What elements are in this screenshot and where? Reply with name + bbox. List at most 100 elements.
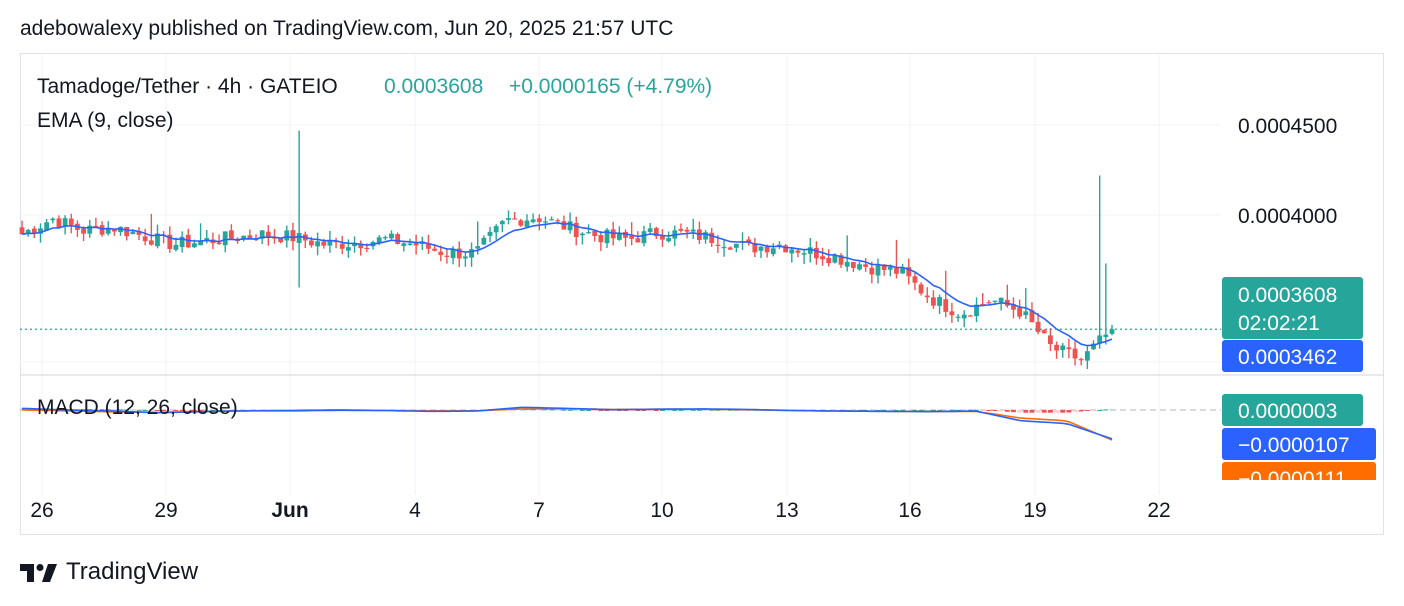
- candle-body: [1103, 334, 1109, 337]
- histogram-bar: [1041, 410, 1047, 413]
- candle-body: [87, 225, 93, 234]
- candle-body: [389, 233, 394, 239]
- candle-body: [536, 218, 542, 222]
- histogram-bar: [678, 409, 684, 411]
- histogram-bar: [949, 409, 955, 411]
- candle-body: [912, 276, 918, 283]
- candle-body: [826, 257, 832, 264]
- histogram-bar: [167, 410, 173, 411]
- candle-body: [475, 246, 481, 249]
- candle-body: [807, 247, 813, 254]
- candle-body: [955, 316, 961, 318]
- histogram-bar: [111, 409, 117, 411]
- candle-body: [111, 229, 117, 232]
- candle-body: [579, 233, 585, 236]
- candle-body: [1066, 347, 1072, 350]
- histogram-bar: [179, 410, 185, 411]
- candle-body: [469, 249, 474, 258]
- countdown-label: 02:02:21: [1238, 312, 1320, 335]
- candle-body: [56, 218, 62, 228]
- histogram-bar: [660, 409, 665, 411]
- symbol-title: Tamadoge/Tether · 4h · GATEIO: [37, 75, 338, 98]
- candle-body: [543, 221, 548, 223]
- histogram-bar: [185, 410, 191, 411]
- histogram-bar: [986, 410, 992, 411]
- histogram-bar: [906, 410, 912, 411]
- candle-body: [179, 236, 185, 248]
- histogram-bar: [1084, 410, 1090, 411]
- candle-body: [900, 267, 906, 274]
- candle-body: [844, 261, 850, 267]
- candle-body: [863, 264, 869, 267]
- candle-body: [493, 226, 499, 233]
- candle-body: [407, 243, 413, 245]
- histogram-bar: [616, 410, 622, 411]
- histogram-bar: [709, 409, 715, 411]
- candle-body: [1109, 329, 1115, 334]
- candle-body: [62, 218, 68, 227]
- candle-body: [450, 249, 456, 259]
- candle-body: [105, 227, 111, 234]
- candle-body: [709, 232, 715, 243]
- candle-body: [401, 243, 407, 246]
- candle-body: [1029, 310, 1035, 323]
- histogram-bar: [635, 410, 641, 411]
- histogram-bar: [93, 409, 99, 411]
- candle-body: [758, 246, 764, 251]
- candle-body: [752, 243, 758, 253]
- candle-body: [216, 242, 222, 245]
- x-tick-label: 13: [775, 499, 798, 522]
- footer-brand[interactable]: TradingView: [20, 558, 198, 586]
- histogram-bar: [623, 410, 628, 411]
- candle-body: [265, 231, 271, 237]
- candle-body: [549, 219, 555, 221]
- histogram-bar: [881, 410, 887, 411]
- candle-body: [949, 311, 955, 316]
- candle-body: [81, 228, 86, 234]
- candle-body: [604, 229, 610, 244]
- candle-body: [555, 220, 561, 222]
- candle-body: [426, 243, 431, 249]
- histogram-bar: [1011, 410, 1016, 413]
- tradingview-logo-icon: [20, 564, 57, 582]
- candle-body: [992, 300, 998, 302]
- histogram-bar: [1097, 409, 1103, 411]
- candle-body: [38, 228, 43, 234]
- candle-body: [721, 247, 727, 249]
- candle-body: [364, 247, 370, 250]
- macd-value-badge: [1222, 428, 1376, 460]
- histogram-bar: [721, 409, 727, 411]
- histogram-bar: [967, 409, 973, 411]
- candle-body: [653, 228, 659, 237]
- candle-body: [592, 230, 598, 236]
- candle-body: [309, 240, 314, 246]
- histogram-bar: [697, 409, 702, 411]
- histogram-bar: [875, 410, 881, 411]
- histogram-bar: [1004, 410, 1010, 412]
- histogram-bar: [955, 409, 961, 411]
- candle-body: [1060, 345, 1066, 351]
- candle-body: [869, 267, 875, 275]
- candle-body: [290, 230, 296, 242]
- candle-body: [684, 229, 690, 232]
- histogram-bar: [561, 409, 567, 411]
- x-tick-label: 10: [650, 499, 673, 522]
- candle-body: [50, 218, 56, 221]
- x-tick-label: 26: [30, 499, 53, 522]
- candle-body: [1035, 321, 1041, 332]
- candle-body: [573, 222, 579, 238]
- candle-body: [296, 232, 302, 243]
- brand-name: TradingView: [66, 558, 199, 585]
- candle-body: [1091, 343, 1096, 350]
- candle-body: [980, 303, 986, 306]
- candle-body: [506, 218, 511, 220]
- histogram-bar: [666, 409, 672, 411]
- macd-value-label: −0.0000107: [1238, 434, 1350, 457]
- histogram-bar: [555, 409, 561, 411]
- candle-body: [142, 236, 148, 242]
- candle-body: [635, 238, 641, 243]
- candle-body: [68, 218, 74, 225]
- macd-hist-label: 0.0000003: [1238, 400, 1337, 423]
- ema-line: [21, 221, 1113, 347]
